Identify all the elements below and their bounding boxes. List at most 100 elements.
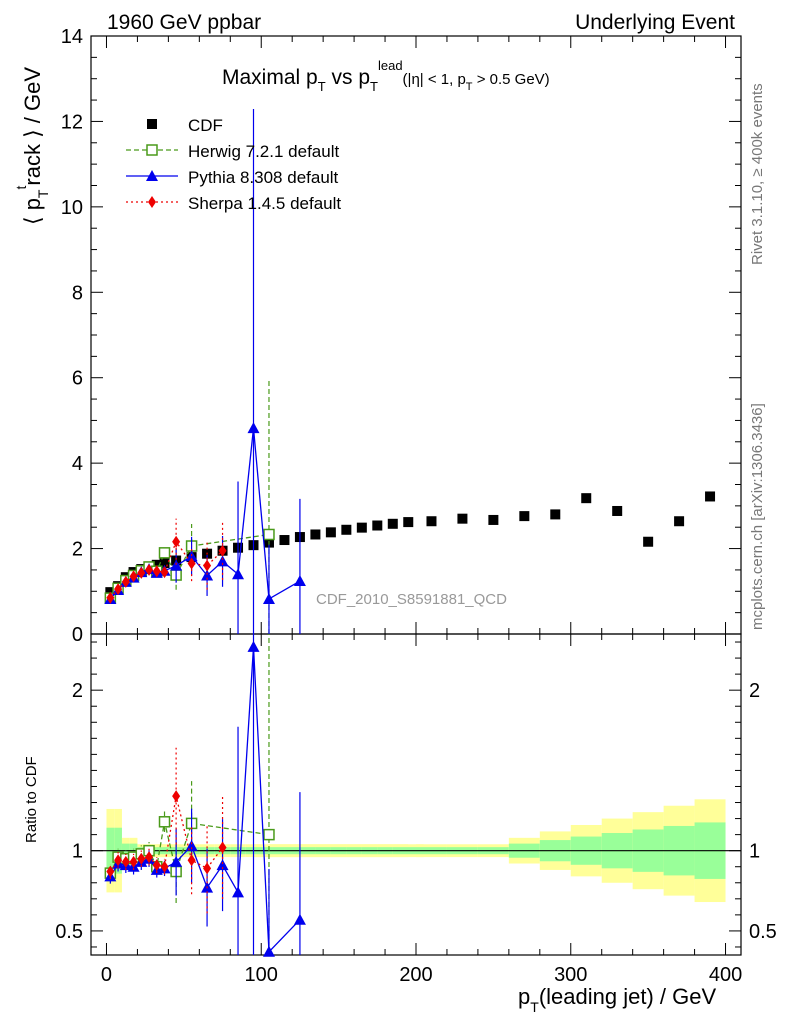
data-point: [356, 522, 367, 533]
x-axis-label: pT(leading jet) / GeV: [518, 984, 716, 1015]
legend-marker: [146, 144, 158, 156]
data-point: [403, 517, 414, 528]
y-tick-label: 4: [72, 453, 83, 475]
y-tick-label: 14: [61, 26, 83, 48]
ratio-line: [109, 646, 301, 954]
ratio-point: [137, 852, 146, 865]
data-point: [310, 529, 321, 540]
ratio-point: [263, 828, 275, 841]
ratio-tick-label: 1: [72, 841, 83, 863]
data-point: [159, 558, 170, 569]
ratio-point: [247, 640, 260, 652]
ratio-point: [160, 860, 169, 873]
data-point: [187, 557, 196, 570]
ratio-point: [152, 859, 161, 872]
data-point: [218, 544, 227, 557]
data-point: [152, 565, 161, 578]
data-point: [262, 592, 275, 604]
y-axis-label: ⟨ pTtrack ⟩ / GeV: [13, 67, 51, 225]
ratio-point: [121, 855, 130, 868]
data-point: [426, 516, 437, 527]
ratio-tick-label-right: 2: [749, 680, 760, 702]
data-point: [106, 591, 115, 604]
y-tick-label: 6: [72, 368, 83, 390]
data-point: [203, 559, 212, 572]
x-tick-label: 200: [399, 964, 432, 986]
y-tick-label: 10: [61, 197, 83, 219]
ratio-point: [114, 854, 123, 867]
ratio-point: [172, 790, 181, 803]
ratio-tick-label-right: 0.5: [749, 921, 777, 943]
ratio-point: [170, 855, 183, 867]
data-point: [151, 559, 162, 570]
ratio-point: [203, 862, 212, 875]
x-tick-label: 100: [245, 964, 278, 986]
data-point: [201, 569, 214, 581]
data-point: [216, 555, 229, 567]
ratio-tick-label-right: 1: [749, 841, 760, 863]
data-point: [232, 568, 245, 580]
ratio-point: [293, 913, 306, 925]
ratio-point: [145, 851, 154, 864]
y-tick-label: 0: [72, 624, 83, 646]
ratio-tick-label: 0.5: [55, 921, 83, 943]
data-point: [247, 422, 260, 434]
ratio-point: [216, 859, 229, 871]
x-tick-label: 0: [101, 964, 112, 986]
plot-title: Maximal pT vs pTlead(|η| < 1, pT > 0.5 G…: [222, 58, 550, 94]
data-point: [325, 527, 336, 538]
data-layer: [104, 108, 716, 957]
ratio-point: [218, 841, 227, 854]
ratio-point: [187, 854, 196, 867]
legend-marker: [146, 170, 158, 181]
watermark: CDF_2010_S8591881_QCD: [316, 591, 507, 608]
data-point: [158, 547, 171, 559]
data-point: [519, 511, 530, 522]
data-point: [550, 509, 561, 520]
data-point: [263, 528, 275, 541]
data-point: [145, 563, 154, 576]
y-tick-label: 2: [72, 539, 83, 561]
legend-marker: [148, 196, 156, 208]
ratio-frame: [90, 633, 742, 956]
y-tick-label: 12: [61, 111, 83, 133]
legend-label: Herwig 7.2.1 default: [188, 142, 339, 161]
data-point: [293, 575, 306, 587]
ratio-tick-label: 2: [72, 680, 83, 702]
data-point: [114, 583, 123, 596]
legend-label: Sherpa 1.4.5 default: [188, 194, 341, 213]
ratio-point: [129, 855, 138, 868]
data-point: [643, 536, 654, 547]
ratio-point: [106, 865, 115, 878]
x-tick-label: 300: [554, 964, 587, 986]
data-point: [160, 566, 169, 579]
legend-marker: [147, 119, 157, 129]
data-point: [129, 570, 138, 583]
data-point: [488, 514, 499, 525]
data-point: [170, 559, 183, 571]
legend-label: CDF: [188, 116, 223, 135]
data-point: [612, 505, 623, 516]
data-point: [137, 566, 146, 579]
data-point: [172, 535, 181, 548]
ratio-axis-label: Ratio to CDF: [23, 756, 40, 843]
x-tick-label: 400: [709, 964, 742, 986]
ratio-point: [185, 839, 198, 851]
data-point: [705, 491, 716, 502]
data-point: [387, 518, 398, 529]
side-rivet: Rivet 3.1.10, ≥ 400k events: [749, 83, 766, 265]
y-tick-label: 8: [72, 282, 83, 304]
ratio-point: [158, 816, 171, 828]
ratio-point: [232, 886, 245, 898]
header-right: Underlying Event: [575, 11, 735, 34]
ratio-point: [262, 945, 275, 957]
data-point: [279, 535, 290, 546]
data-point: [121, 575, 130, 588]
header-left: 1960 GeV ppbar: [107, 11, 261, 34]
side-mcplots: mcplots.cern.ch [arXiv:1306.3436]: [749, 403, 766, 630]
data-point: [457, 513, 468, 524]
data-point: [581, 493, 592, 504]
data-point: [341, 524, 352, 535]
